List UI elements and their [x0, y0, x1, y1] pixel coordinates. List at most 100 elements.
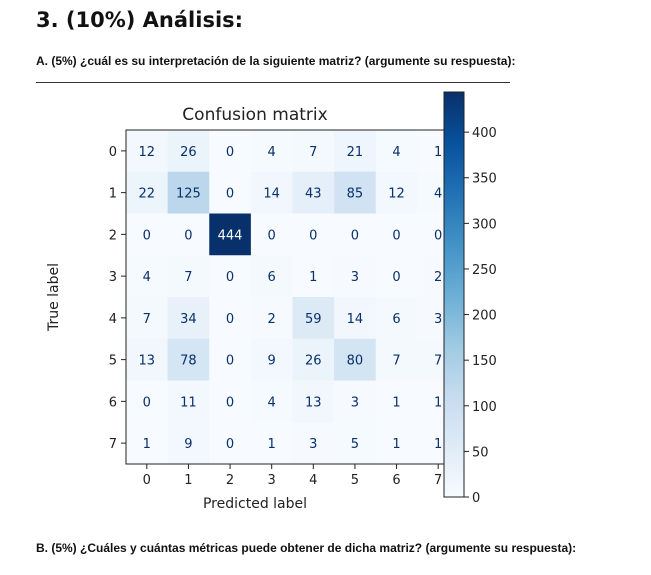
y-tick-label: 1: [109, 187, 117, 202]
y-axis-ticks: 0 1 2 3 4 5 6 7: [109, 145, 126, 452]
cell-value-3-1: 7: [184, 270, 192, 285]
cell-1-3: [250, 171, 293, 214]
cell-5-1: [167, 338, 210, 381]
x-tick-label: 2: [226, 473, 234, 488]
cell-value-0-0: 12: [139, 145, 156, 160]
cell-value-3-3: 6: [268, 270, 276, 285]
cell-value-7-5: 5: [351, 437, 359, 452]
cell-value-5-7: 7: [434, 354, 442, 369]
cell-value-3-2: 0: [226, 270, 234, 285]
y-tick-label: 6: [109, 395, 117, 410]
cell-value-2-1: 0: [184, 228, 192, 243]
cell-4-4: [292, 297, 335, 340]
cell-value-6-4: 13: [305, 395, 322, 410]
cell-1-1: [167, 171, 210, 214]
x-tick-label: 7: [434, 473, 442, 488]
cell-5-4: [292, 338, 335, 381]
colorbar-tick-label: 100: [472, 400, 497, 415]
y-axis-label: True label: [46, 263, 62, 332]
cell-value-4-0: 7: [143, 312, 151, 327]
cell-value-4-4: 59: [305, 312, 322, 327]
cell-value-4-6: 6: [392, 312, 400, 327]
cell-0-0: [126, 130, 169, 173]
cell-4-0: [126, 297, 169, 340]
colorbar-tick-label: 50: [472, 445, 489, 460]
answer-line: [36, 82, 510, 83]
cell-0-3: [250, 130, 293, 173]
cell-value-5-3: 9: [268, 354, 276, 369]
cell-0-6: [375, 130, 418, 173]
cell-6-3: [250, 380, 293, 423]
cell-value-0-1: 26: [180, 145, 197, 160]
cell-6-2: [209, 380, 252, 423]
x-axis-ticks: 0 1 2 3 4 5 6 7: [143, 464, 442, 488]
cell-value-3-6: 0: [392, 270, 400, 285]
cell-4-6: [375, 297, 418, 340]
cell-3-3: [250, 255, 293, 298]
cell-value-0-6: 4: [392, 145, 400, 160]
colorbar: [443, 91, 465, 498]
y-tick-label: 2: [109, 228, 117, 243]
colorbar-tick-label: 400: [472, 126, 497, 141]
x-tick-label: 3: [268, 473, 276, 488]
cell-2-0: [126, 213, 169, 256]
confusion-matrix-chart: Confusion matrix 12 26 0 4 7 21 4 122 125 0 14 43 85…: [46, 91, 497, 512]
cell-value-2-3: 0: [268, 228, 276, 243]
cell-1-2: [209, 171, 252, 214]
cell-5-5: [334, 338, 377, 381]
cell-value-7-1: 9: [184, 437, 192, 452]
section-heading: 3. (10%) Análisis:: [36, 8, 244, 32]
cell-3-4: [292, 255, 335, 298]
cell-4-5: [334, 297, 377, 340]
colorbar-tick-label: 0: [472, 491, 480, 506]
cell-6-1: [167, 380, 210, 423]
question-a: A. (5%) ¿cuál es su interpretación de la…: [36, 54, 516, 68]
y-tick-label: 3: [109, 270, 117, 285]
cell-3-6: [375, 255, 418, 298]
cell-3-5: [334, 255, 377, 298]
cell-1-0: [126, 171, 169, 214]
cell-0-4: [292, 130, 335, 173]
x-tick-label: 1: [184, 473, 192, 488]
cell-value-2-7: 0: [434, 228, 442, 243]
cell-value-0-3: 4: [268, 145, 276, 160]
cell-1-4: [292, 171, 335, 214]
y-tick-label: 0: [109, 145, 117, 160]
colorbar-tick-label: 250: [472, 263, 497, 278]
cell-7-1: [167, 422, 210, 465]
cell-value-6-6: 1: [392, 395, 400, 410]
cell-0-5: [334, 130, 377, 173]
cell-value-5-6: 7: [392, 354, 400, 369]
y-tick-label: 7: [109, 437, 117, 452]
cell-value-3-5: 3: [351, 270, 359, 285]
x-tick-label: 4: [309, 473, 317, 488]
cell-value-5-5: 80: [347, 354, 364, 369]
cell-value-7-2: 0: [226, 437, 234, 452]
chart-title: Confusion matrix: [182, 105, 327, 125]
cell-value-3-7: 2: [434, 270, 442, 285]
cell-value-5-4: 26: [305, 354, 322, 369]
cell-value-6-5: 3: [351, 395, 359, 410]
cell-2-1: [167, 213, 210, 256]
cell-value-6-2: 0: [226, 395, 234, 410]
cell-value-1-4: 43: [305, 187, 322, 202]
cell-6-4: [292, 380, 335, 423]
x-axis-label: Predicted label: [203, 496, 307, 512]
colorbar-tick-label: 350: [472, 172, 497, 187]
cell-7-2: [209, 422, 252, 465]
cell-0-1: [167, 130, 210, 173]
cell-value-6-0: 0: [143, 395, 151, 410]
cell-value-2-2: 444: [218, 228, 243, 243]
cell-6-5: [334, 380, 377, 423]
cell-value-4-1: 34: [180, 312, 197, 327]
cell-value-7-4: 3: [309, 437, 317, 452]
colorbar-ticks: 0 50 100 150 200 250 300 350 400: [464, 126, 497, 506]
cell-5-2: [209, 338, 252, 381]
cell-value-5-0: 13: [139, 354, 156, 369]
cell-1-6: [375, 171, 418, 214]
cell-value-0-4: 7: [309, 145, 317, 160]
cell-value-5-2: 0: [226, 354, 234, 369]
cell-5-6: [375, 338, 418, 381]
cell-value-1-3: 14: [263, 187, 280, 202]
cell-value-1-6: 12: [388, 187, 405, 202]
